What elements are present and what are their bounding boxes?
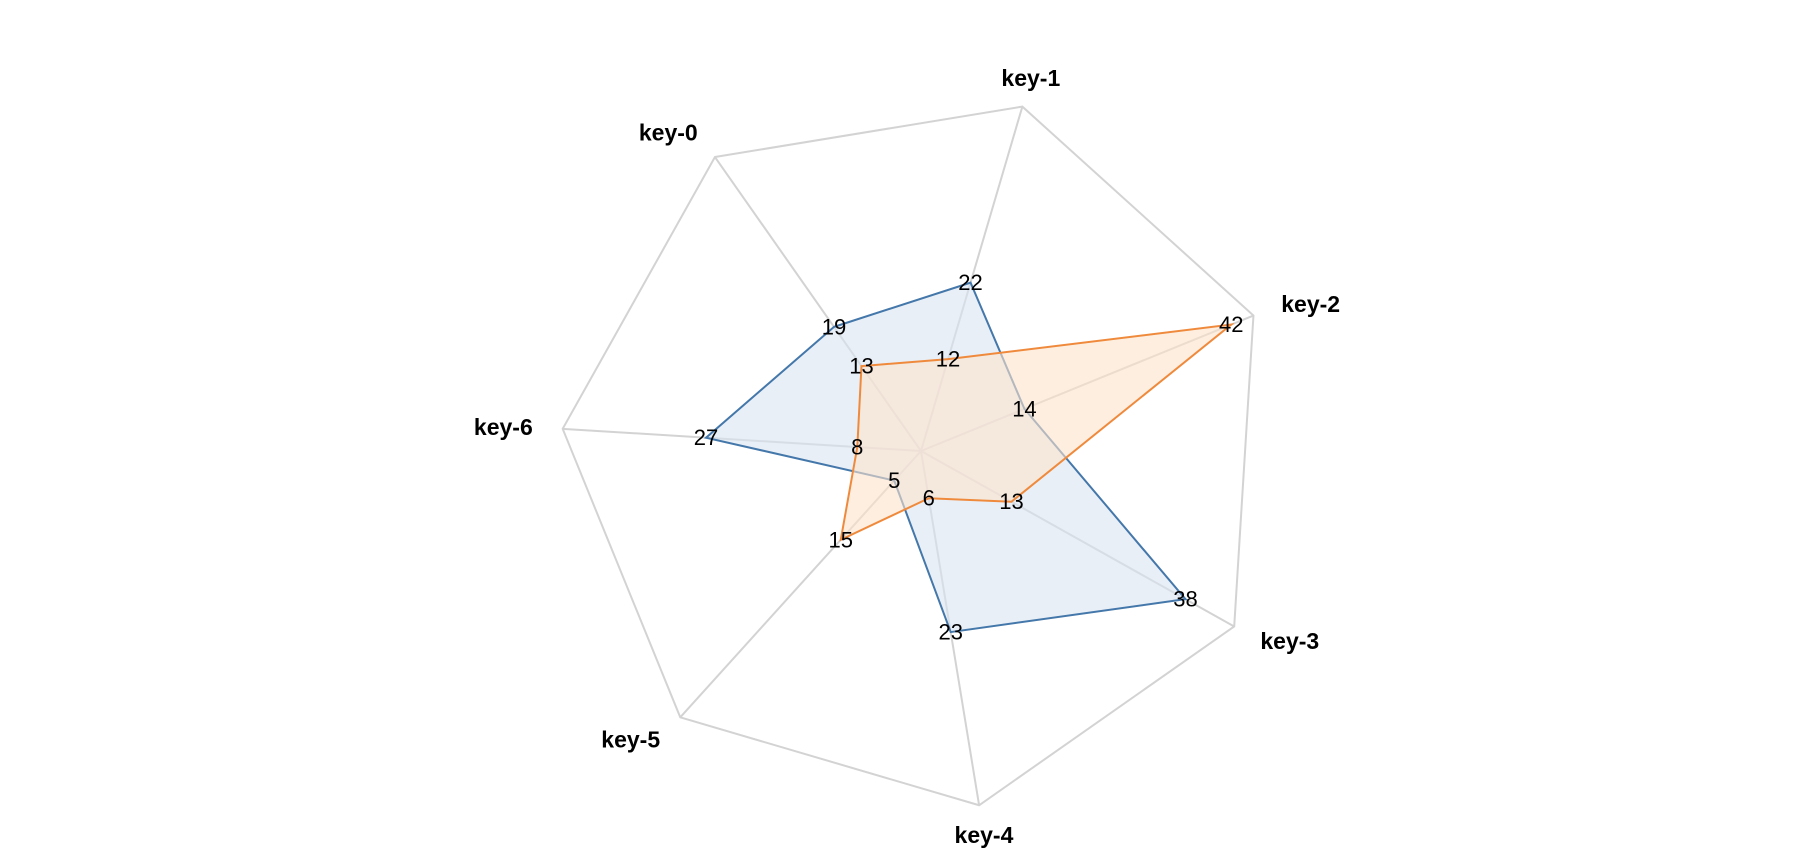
data-label-series-1-key-1: 12 — [936, 347, 960, 372]
radar-axis-labels: key-0 key-1 key-2 key-3 key-4 key-5 key-6 — [474, 65, 1340, 848]
data-label-series-1-key-4: 6 — [923, 486, 935, 511]
data-label-series-1-key-2: 42 — [1219, 312, 1243, 337]
data-label-series-1-key-6: 8 — [851, 435, 863, 460]
axis-label-key-6: key-6 — [474, 414, 533, 440]
axis-label-key-2: key-2 — [1281, 291, 1340, 317]
radar-data-labels: 19 22 14 38 23 5 27 13 12 42 13 6 15 8 — [694, 270, 1244, 644]
data-label-series-1-key-0: 13 — [849, 354, 873, 379]
data-label-series-1-key-5: 15 — [829, 527, 853, 552]
data-label-series-0-key-0: 19 — [822, 314, 846, 339]
data-label-series-0-key-5: 5 — [888, 468, 900, 493]
radar-series — [703, 281, 1235, 634]
axis-label-key-1: key-1 — [1001, 65, 1060, 91]
data-label-series-0-key-4: 23 — [938, 620, 962, 645]
data-label-series-0-key-1: 22 — [958, 270, 982, 295]
axis-label-key-5: key-5 — [601, 727, 660, 753]
radar-series-1-area — [839, 323, 1235, 542]
data-label-series-0-key-6: 27 — [694, 425, 718, 450]
data-label-series-0-key-3: 38 — [1173, 587, 1197, 612]
data-label-series-1-key-3: 13 — [999, 489, 1023, 514]
axis-label-key-3: key-3 — [1260, 628, 1319, 654]
radar-outer-ring — [561, 105, 1255, 807]
data-label-series-0-key-2: 14 — [1012, 396, 1036, 421]
axis-label-key-4: key-4 — [955, 822, 1014, 848]
axis-label-key-0: key-0 — [639, 119, 698, 145]
